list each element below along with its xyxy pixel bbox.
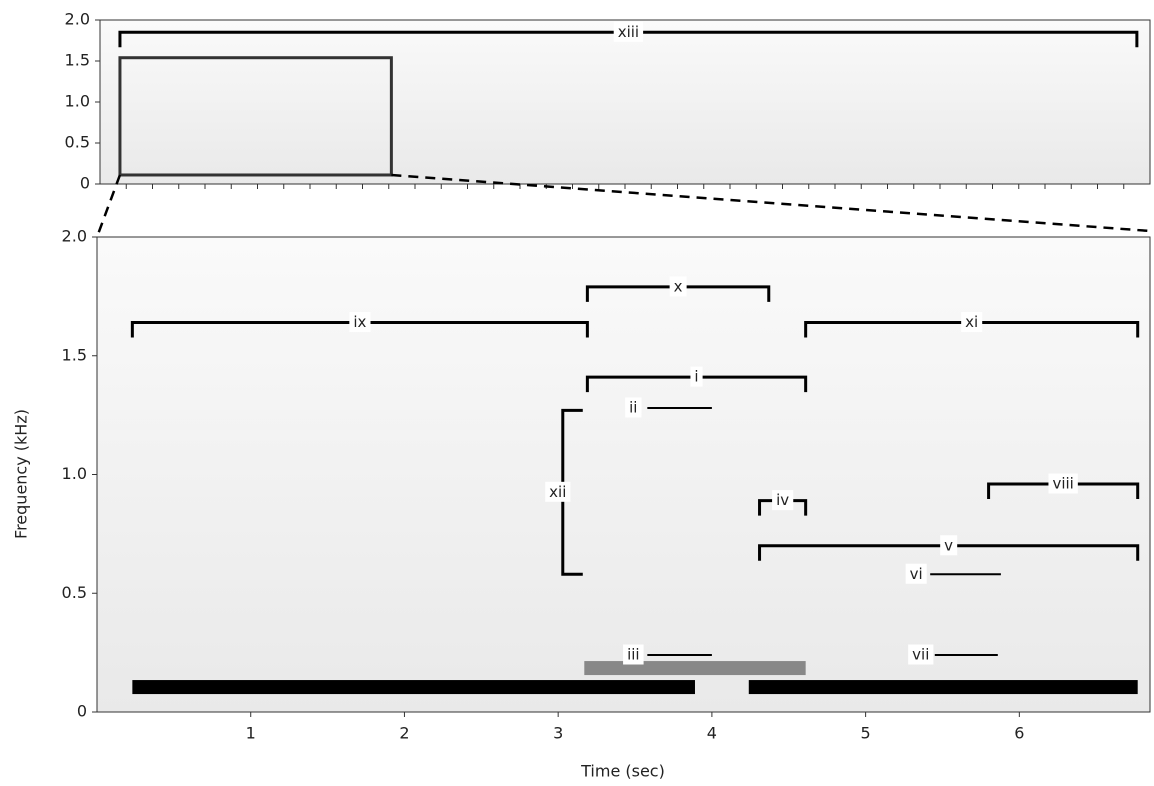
y-tick-label: 0 bbox=[77, 702, 87, 721]
annotation-label-bg bbox=[623, 644, 644, 665]
x-tick-label: 4 bbox=[707, 724, 717, 743]
x-tick-label: 3 bbox=[553, 724, 563, 743]
annotation-label-bg bbox=[690, 366, 703, 387]
annotation-label-bg bbox=[1048, 473, 1078, 494]
annotation-label: vii bbox=[912, 646, 929, 664]
y-tick-label: 0 bbox=[80, 174, 90, 193]
y-tick-label: 1.0 bbox=[62, 464, 87, 483]
x-axis-title: Time (sec) bbox=[580, 762, 665, 781]
annotation-label: xiii bbox=[618, 23, 639, 41]
annotation-label: iv bbox=[776, 491, 789, 509]
x-tick-label: 1 bbox=[246, 724, 256, 743]
annotation-label: i bbox=[694, 368, 698, 386]
plot-area bbox=[96, 236, 1151, 713]
bar bbox=[748, 680, 1138, 695]
annotation-label-bg bbox=[940, 535, 958, 556]
annotation-label-bg bbox=[908, 644, 934, 665]
y-tick-label: 0.5 bbox=[65, 133, 90, 152]
annotation-label-bg bbox=[613, 21, 644, 42]
y-tick-label: 2.0 bbox=[62, 227, 87, 246]
x-tick-label: 2 bbox=[399, 724, 409, 743]
annotation-label: vi bbox=[910, 565, 923, 583]
zoom-connector bbox=[391, 173, 1151, 233]
x-tick-label: 5 bbox=[861, 724, 871, 743]
annotation-label: viii bbox=[1052, 475, 1073, 493]
zoom-box bbox=[118, 56, 393, 177]
annotation-label-bg bbox=[905, 563, 927, 584]
bar bbox=[132, 680, 695, 695]
annotation-label-bg bbox=[349, 312, 371, 332]
y-tick-label: 1.5 bbox=[62, 345, 87, 364]
annotation-label-bg bbox=[961, 312, 983, 332]
plot-area bbox=[99, 19, 1151, 185]
annotation-label: iii bbox=[627, 646, 640, 664]
annotation-label: xii bbox=[549, 483, 566, 501]
y-tick-label: 2.0 bbox=[65, 10, 90, 29]
x-tick-label: 6 bbox=[1014, 724, 1024, 743]
annotation-label-bg bbox=[772, 490, 794, 511]
annotation-label: xi bbox=[965, 313, 978, 331]
annotation-label-bg bbox=[625, 397, 642, 418]
annotation-label-bg bbox=[545, 481, 571, 502]
annotation-label: ii bbox=[629, 399, 637, 417]
annotation-label: ix bbox=[353, 313, 366, 331]
y-tick-label: 1.0 bbox=[65, 92, 90, 111]
annotation-label-bg bbox=[669, 276, 687, 297]
zoom-connector bbox=[95, 174, 122, 238]
bar bbox=[584, 661, 806, 676]
annotation-label: x bbox=[674, 277, 683, 295]
y-tick-label: 0.5 bbox=[62, 583, 87, 602]
y-tick-label: 1.5 bbox=[65, 51, 90, 70]
annotation-label: v bbox=[944, 536, 953, 554]
y-axis-title: Frequency (kHz) bbox=[12, 409, 31, 539]
